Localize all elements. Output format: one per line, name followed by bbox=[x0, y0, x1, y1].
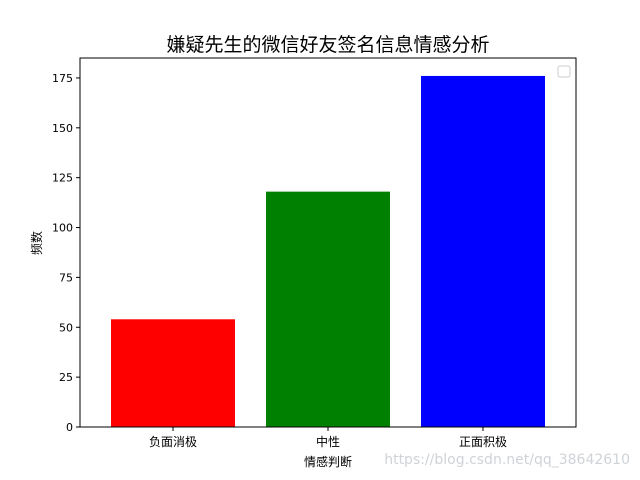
legend-box bbox=[557, 65, 571, 78]
bar-1 bbox=[266, 191, 390, 427]
y-axis-label: 频数 bbox=[29, 231, 44, 255]
y-tick-label-6: 150 bbox=[52, 122, 73, 135]
y-tick-label-5: 125 bbox=[52, 172, 73, 185]
plot-frame bbox=[79, 57, 577, 428]
x-tick-label-0: 负面消极 bbox=[149, 435, 197, 449]
chart-title: 嫌疑先生的微信好友签名信息情感分析 bbox=[166, 34, 489, 56]
y-tick-label-4: 100 bbox=[52, 222, 73, 235]
y-tick-label-0: 0 bbox=[66, 421, 73, 434]
bar-2 bbox=[421, 75, 545, 427]
bar-0 bbox=[111, 319, 235, 427]
watermark-text: https://blog.csdn.net/qq_38642610 bbox=[384, 452, 630, 468]
y-tick-label-1: 25 bbox=[59, 371, 73, 384]
x-tick-label-1: 中性 bbox=[316, 434, 340, 449]
y-tick-label-7: 175 bbox=[52, 72, 73, 85]
y-tick-label-2: 50 bbox=[59, 321, 73, 334]
y-tick-label-3: 75 bbox=[59, 271, 73, 284]
x-axis-label: 情感判断 bbox=[304, 454, 352, 469]
x-tick-label-2: 正面积极 bbox=[459, 435, 507, 449]
